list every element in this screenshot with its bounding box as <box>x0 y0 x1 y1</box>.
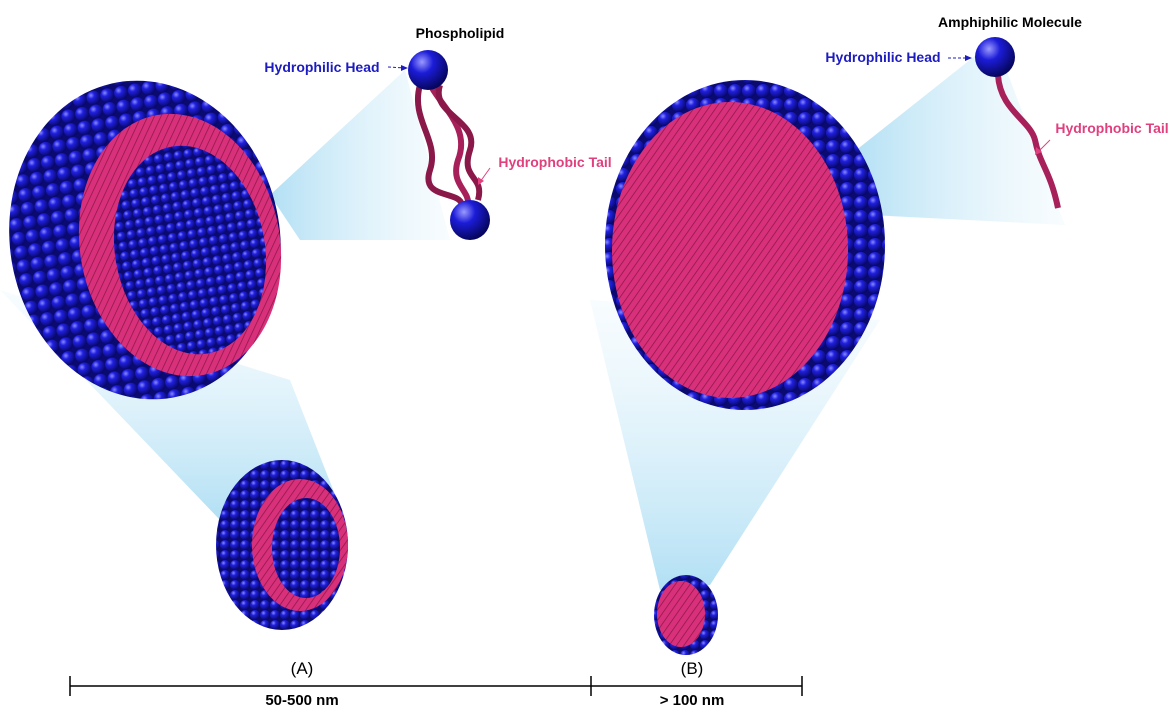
head-label: Hydrophilic Head <box>825 49 940 65</box>
molecule-title: Phospholipid <box>416 25 505 41</box>
head-label: Hydrophilic Head <box>264 59 379 75</box>
micelle-small <box>654 575 718 655</box>
micelle-large <box>605 80 885 410</box>
tail-label: Hydrophobic Tail <box>1055 120 1168 136</box>
liposome-small <box>216 460 348 630</box>
tail-label: Hydrophobic Tail <box>498 154 611 170</box>
panel-label: (B) <box>681 659 704 678</box>
molecule-title: Amphiphilic Molecule <box>938 14 1082 30</box>
size-label: 50-500 nm <box>265 692 338 707</box>
panel-label: (A) <box>291 659 314 678</box>
diagram: Phospholipid Hydrophilic Head Hydrophobi… <box>0 0 1175 707</box>
liposome-large <box>0 59 306 421</box>
size-label: > 100 nm <box>660 692 725 707</box>
